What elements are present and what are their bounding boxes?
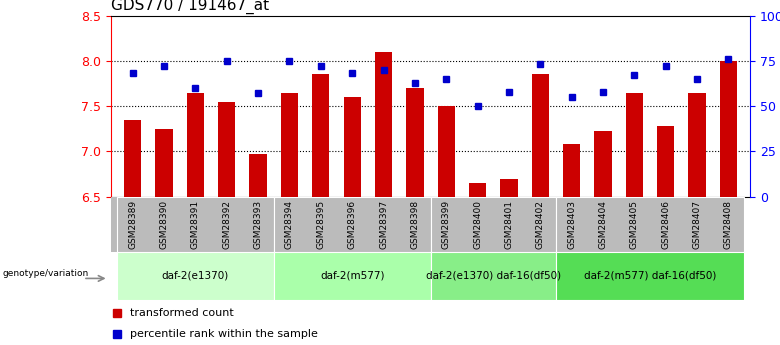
Text: GDS770 / 191467_at: GDS770 / 191467_at	[111, 0, 269, 14]
Bar	[469, 183, 486, 197]
Bar	[720, 61, 737, 197]
Bar	[124, 120, 141, 197]
Text: daf-2(m577) daf-16(df50): daf-2(m577) daf-16(df50)	[584, 271, 716, 281]
Text: GSM28397: GSM28397	[379, 200, 388, 249]
Bar	[500, 178, 518, 197]
Bar	[556, 252, 744, 300]
Text: GSM28404: GSM28404	[598, 200, 608, 249]
Text: GSM28391: GSM28391	[191, 200, 200, 249]
Text: transformed count: transformed count	[130, 308, 234, 318]
Bar	[218, 101, 236, 197]
Text: percentile rank within the sample: percentile rank within the sample	[130, 329, 317, 339]
Bar	[431, 197, 556, 252]
Bar	[117, 197, 274, 252]
Bar	[556, 197, 744, 252]
Bar	[186, 92, 204, 197]
Bar	[274, 252, 431, 300]
Text: GSM28394: GSM28394	[285, 200, 294, 249]
Text: GSM28401: GSM28401	[505, 200, 513, 249]
Bar	[431, 252, 556, 300]
Bar	[563, 144, 580, 197]
Bar	[250, 154, 267, 197]
Text: GSM28398: GSM28398	[410, 200, 420, 249]
Text: GSM28389: GSM28389	[128, 200, 137, 249]
Text: GSM28405: GSM28405	[630, 200, 639, 249]
Text: GSM28403: GSM28403	[567, 200, 576, 249]
Text: GSM28400: GSM28400	[473, 200, 482, 249]
Text: GSM28407: GSM28407	[693, 200, 701, 249]
Bar	[343, 97, 361, 197]
Bar	[532, 75, 549, 197]
Text: GSM28393: GSM28393	[254, 200, 263, 249]
Bar	[375, 52, 392, 197]
Bar	[117, 252, 274, 300]
Text: daf-2(e1370): daf-2(e1370)	[161, 271, 229, 281]
Text: GSM28408: GSM28408	[724, 200, 733, 249]
Text: GSM28395: GSM28395	[317, 200, 325, 249]
Text: GSM28399: GSM28399	[441, 200, 451, 249]
Bar	[594, 131, 612, 197]
Bar	[155, 129, 172, 197]
Bar	[406, 88, 424, 197]
Bar	[689, 92, 706, 197]
Text: GSM28406: GSM28406	[661, 200, 670, 249]
Text: daf-2(e1370) daf-16(df50): daf-2(e1370) daf-16(df50)	[426, 271, 561, 281]
Bar	[312, 75, 329, 197]
Text: GSM28402: GSM28402	[536, 200, 544, 249]
Text: GSM28392: GSM28392	[222, 200, 231, 249]
Text: GSM28396: GSM28396	[348, 200, 356, 249]
Text: daf-2(m577): daf-2(m577)	[320, 271, 385, 281]
Text: GSM28390: GSM28390	[160, 200, 168, 249]
Bar	[281, 92, 298, 197]
Bar	[274, 197, 431, 252]
Bar	[438, 106, 455, 197]
Bar	[657, 126, 675, 197]
Text: genotype/variation: genotype/variation	[2, 269, 88, 278]
Bar	[626, 92, 643, 197]
